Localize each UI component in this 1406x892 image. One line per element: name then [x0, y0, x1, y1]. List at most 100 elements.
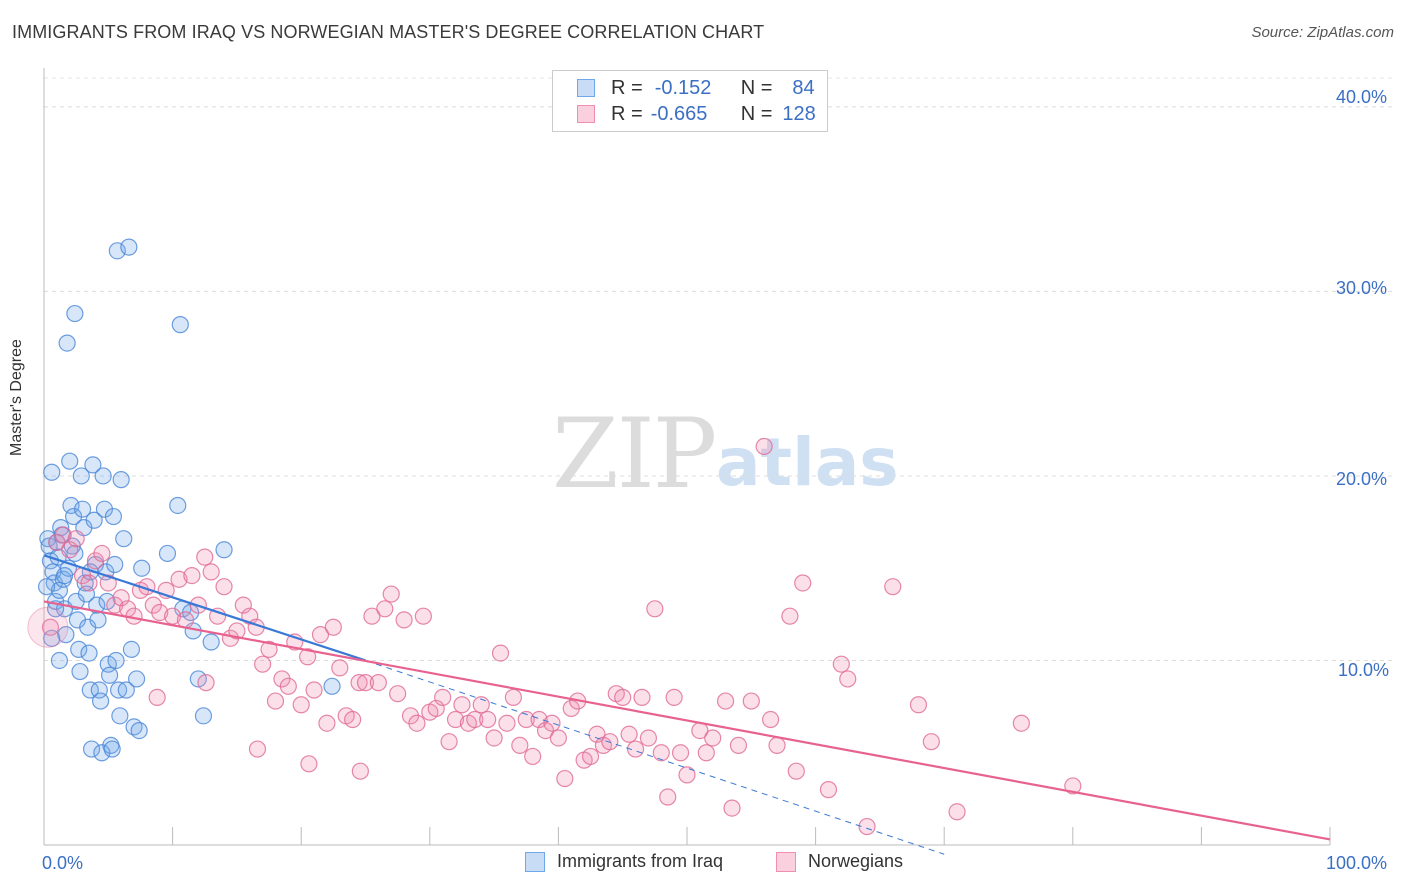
norwegian-point [376, 600, 394, 618]
norwegian-point [517, 710, 535, 729]
norwegian-point [652, 744, 670, 762]
norwegian-point [299, 648, 317, 666]
norwegian-point [723, 799, 741, 817]
norwegian-point [363, 607, 381, 625]
stats-legend: R = -0.152 N = 84 R = -0.665 N = 128 [552, 70, 828, 132]
norwegian-point [99, 574, 117, 592]
norwegian-trend-line [43, 600, 1331, 841]
norwegian-point [755, 437, 773, 456]
norwegian-point [67, 530, 85, 548]
norwegian-point [858, 817, 876, 836]
n-label: N = [740, 76, 773, 99]
legend-item-norwegians[interactable]: Norwegians [776, 851, 903, 872]
iraq-point [112, 471, 130, 489]
n-label: N = [740, 102, 773, 125]
norwegian-point [549, 729, 568, 747]
norwegian-point [761, 710, 780, 729]
norwegian-point [318, 714, 336, 732]
norwegian-point [27, 606, 69, 648]
iraq-trend-extension [365, 660, 945, 855]
norwegian-point [556, 769, 574, 788]
iraq-point [127, 670, 146, 688]
iraq-point [81, 681, 99, 699]
norwegian-point [922, 733, 940, 751]
legend-swatch-norwegians [776, 851, 796, 872]
iraq-point [84, 456, 102, 474]
norwegian-point [446, 710, 465, 729]
iraq-point [82, 740, 101, 758]
norwegian-point [228, 622, 246, 640]
chart-title: IMMIGRANTS FROM IRAQ VS NORWEGIAN MASTER… [12, 22, 765, 42]
iraq-point [37, 578, 56, 596]
norwegian-point [331, 659, 349, 677]
r-label: R = [611, 76, 643, 99]
legend-item-iraq[interactable]: Immigrants from Iraq [525, 851, 723, 872]
r-value: -0.152 [654, 76, 712, 99]
iraq-point [130, 721, 148, 740]
norwegian-point [498, 714, 516, 732]
y-tick-label: 40.0% [1336, 87, 1388, 107]
iraq-point [91, 692, 110, 710]
norwegian-point [350, 674, 368, 692]
norwegian-point [254, 655, 272, 673]
norwegian-point [646, 600, 664, 618]
norwegian-point [620, 725, 638, 743]
norwegian-point [389, 685, 407, 703]
iraq-point [61, 452, 79, 470]
norwegian-point [633, 688, 651, 706]
iraq-point [66, 304, 84, 323]
iraq-point [115, 530, 133, 548]
norwegian-point [1012, 714, 1030, 732]
norwegian-point [356, 674, 375, 692]
iraq-point [73, 500, 92, 518]
iraq-point [77, 585, 96, 603]
iraq-point [85, 511, 103, 529]
iraq-point [215, 541, 233, 559]
iraq-point [72, 467, 90, 485]
norwegian-point [440, 733, 458, 751]
legend-label-iraq: Immigrants from Iraq [557, 851, 724, 871]
norwegian-point [832, 655, 850, 673]
y-tick-label: 20.0% [1336, 469, 1388, 489]
norwegian-point [742, 692, 760, 710]
norwegian-point [305, 681, 323, 699]
norwegian-point [543, 714, 561, 732]
iraq-point [50, 651, 69, 670]
norwegian-point [787, 762, 805, 780]
iraq-point [89, 611, 107, 629]
iraq-point [71, 662, 89, 681]
r-value: -0.665 [650, 102, 708, 125]
norwegian-point [716, 692, 735, 710]
norwegian-point [434, 688, 452, 706]
norwegian-point [504, 688, 522, 706]
norwegian-point [491, 644, 510, 662]
legend-swatch-iraq [577, 79, 595, 97]
norwegian-point [382, 585, 400, 603]
iraq-point [100, 666, 119, 684]
norwegian-point [1064, 777, 1082, 795]
n-value: 128 [782, 102, 816, 125]
source-label[interactable]: Source: ZipAtlas.com [1251, 24, 1394, 41]
norwegian-point [260, 640, 278, 659]
norwegian-point [839, 670, 857, 688]
norwegian-point [665, 688, 683, 706]
x-tick-label-max: 100.0% [1326, 853, 1388, 873]
norwegian-point [601, 733, 619, 751]
norwegian-point [215, 578, 233, 596]
norwegian-point [614, 688, 632, 706]
norwegian-point [729, 736, 748, 754]
iraq-point [169, 496, 187, 515]
norwegian-point [884, 578, 902, 596]
norwegian-point [819, 781, 838, 799]
norwegian-point [697, 744, 715, 762]
iraq-point [158, 544, 177, 563]
norwegian-point [704, 729, 722, 747]
norwegian-point [148, 688, 166, 706]
iraq-point [117, 681, 135, 699]
norwegian-point [41, 618, 60, 636]
iraq-point [122, 640, 141, 659]
iraq-point [58, 334, 76, 352]
iraq-point [104, 507, 123, 526]
norwegian-point [209, 607, 227, 625]
